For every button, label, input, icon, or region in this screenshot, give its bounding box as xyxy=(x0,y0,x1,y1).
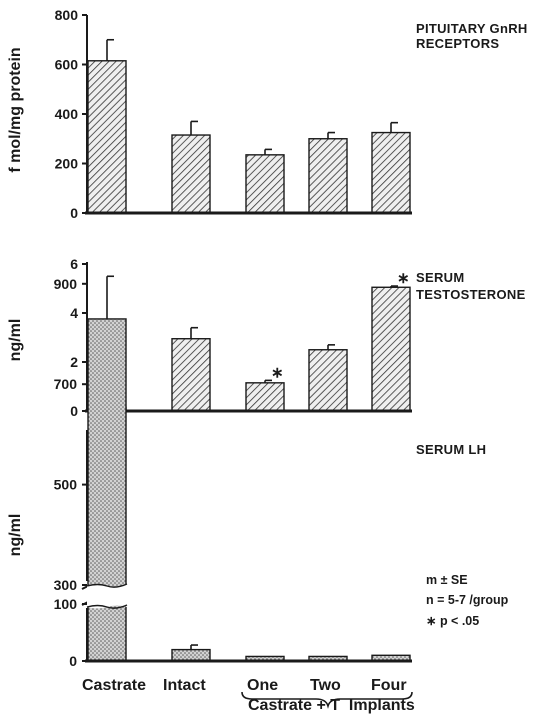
y-axis-label: f mol/mg protein xyxy=(7,47,24,172)
y-tick-label: 600 xyxy=(55,57,79,73)
significance-star-four: ∗ xyxy=(397,270,410,287)
bar-break-line-upper xyxy=(86,583,128,588)
y-tick-label: 100 xyxy=(54,596,78,612)
y-axis-label: ng/ml xyxy=(7,514,24,557)
panel-title-line: SERUM xyxy=(416,270,464,285)
y-tick-label: 300 xyxy=(54,577,78,593)
bar-four xyxy=(371,286,411,412)
bar-intact xyxy=(171,648,211,662)
x-label-castrate: Castrate xyxy=(82,677,146,694)
bar-break-line-lower xyxy=(86,604,128,609)
y-tick-label: 500 xyxy=(54,477,78,493)
x-label-two: Two xyxy=(310,677,341,694)
panel-title-line: TESTOSTERONE xyxy=(416,287,526,302)
y-tick-label: 400 xyxy=(55,106,79,122)
legend-significance: ∗ p < .05 xyxy=(426,614,479,628)
bar-two xyxy=(308,349,348,412)
legend-mean-se: m ± SE xyxy=(426,573,468,587)
x-group-label: Castrate + T Implants xyxy=(248,697,415,714)
y-tick-label: 700 xyxy=(54,376,78,392)
y-axis-label: ng/ml xyxy=(7,319,24,362)
bar-break-gap xyxy=(87,584,127,609)
x-label-four: Four xyxy=(371,677,407,694)
panel-title-line: RECEPTORS xyxy=(416,36,499,51)
bar-intact xyxy=(171,134,211,214)
y-tick-label: 0 xyxy=(69,653,77,669)
y-tick-label: 800 xyxy=(55,7,79,23)
significance-star-one: ∗ xyxy=(271,364,284,381)
group-brace xyxy=(241,691,413,709)
panel-title-line: PITUITARY GnRH xyxy=(416,21,528,36)
bar-castrate xyxy=(87,60,127,214)
bar-two xyxy=(308,138,348,214)
y-tick-label: 2 xyxy=(70,354,78,370)
y-tick-label: 4 xyxy=(70,305,78,321)
legend: m ± SE n = 5-7 /group ∗ p < .05 xyxy=(426,573,509,628)
panel-serum-lh: 0 100 300 500 700 900 ng/ml SERUM LH xyxy=(7,275,486,669)
panel-serum-testosterone: 0 2 4 6 ng/ml SERUM TESTOSTERONE ∗ ∗ xyxy=(7,256,526,419)
y-tick-label: 6 xyxy=(70,256,78,272)
legend-n: n = 5-7 /group xyxy=(426,593,509,607)
y-tick-label: 0 xyxy=(70,403,78,419)
bar-one xyxy=(245,154,285,214)
bar-intact xyxy=(171,338,211,412)
x-label-intact: Intact xyxy=(163,677,206,694)
bar-one xyxy=(245,382,285,412)
y-tick-label: 200 xyxy=(55,156,79,172)
x-label-one: One xyxy=(247,677,278,694)
panel-gnrh-receptors: 0 200 400 600 800 f mol/mg protein PITUITARY G… xyxy=(7,7,528,221)
bar-four xyxy=(371,131,411,214)
y-tick-label: 0 xyxy=(70,205,78,221)
y-tick-label: 900 xyxy=(54,276,78,292)
panel-title-line: SERUM LH xyxy=(416,442,486,457)
bar-castrate xyxy=(87,318,127,662)
